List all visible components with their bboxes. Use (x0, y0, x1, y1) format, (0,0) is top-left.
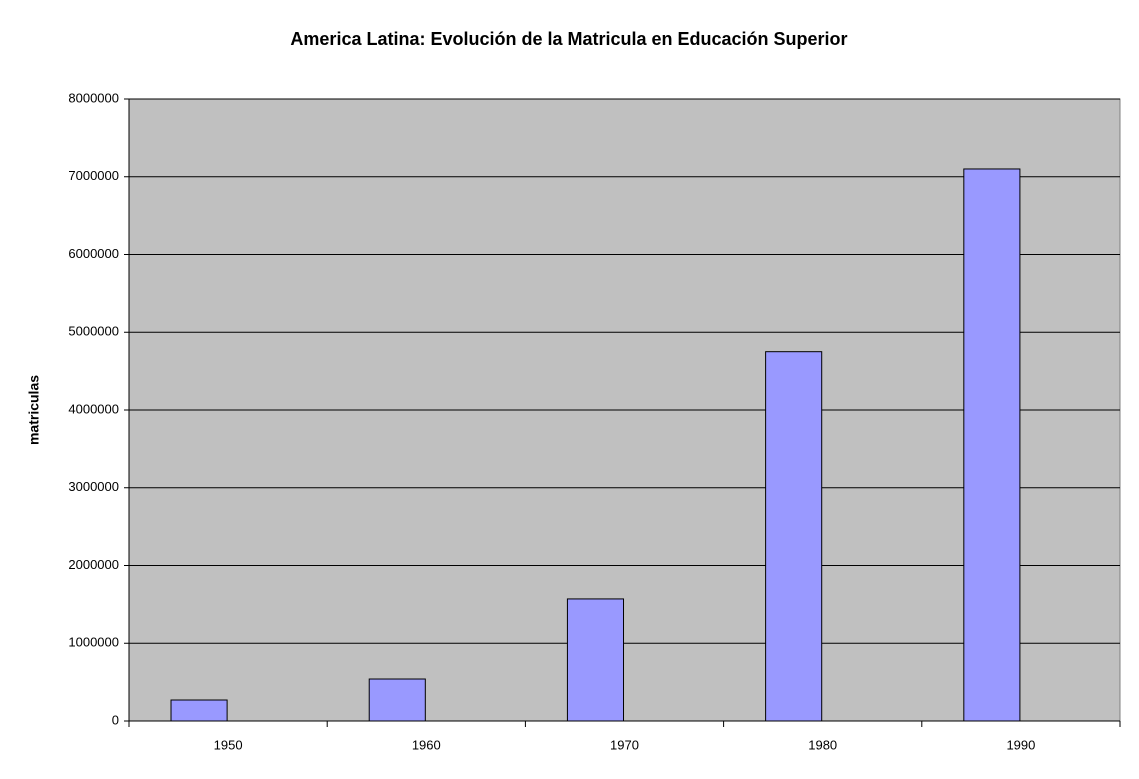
x-tick-label: 1990 (1006, 737, 1035, 752)
x-tick-label: 1970 (610, 737, 639, 752)
y-tick-label: 5000000 (68, 324, 119, 339)
x-tick-label: 1980 (808, 737, 837, 752)
y-tick-label: 3000000 (68, 479, 119, 494)
y-tick-label: 7000000 (68, 168, 119, 183)
bar (368, 678, 426, 722)
bar (170, 699, 228, 722)
y-tick-label: 1000000 (68, 635, 119, 650)
y-tick-label: 8000000 (68, 90, 119, 105)
bar (566, 598, 625, 722)
x-tick-label: 1950 (214, 737, 243, 752)
y-tick-label: 0 (112, 712, 119, 727)
chart-title: America Latina: Evolución de la Matricul… (290, 29, 847, 49)
y-tick-label: 2000000 (68, 557, 119, 572)
x-tick-label: 1960 (412, 737, 441, 752)
bar (963, 168, 1021, 722)
y-tick-label: 6000000 (68, 246, 119, 261)
y-axis-label: matriculas (26, 375, 42, 445)
bar (765, 351, 823, 722)
y-tick-label: 4000000 (68, 401, 119, 416)
